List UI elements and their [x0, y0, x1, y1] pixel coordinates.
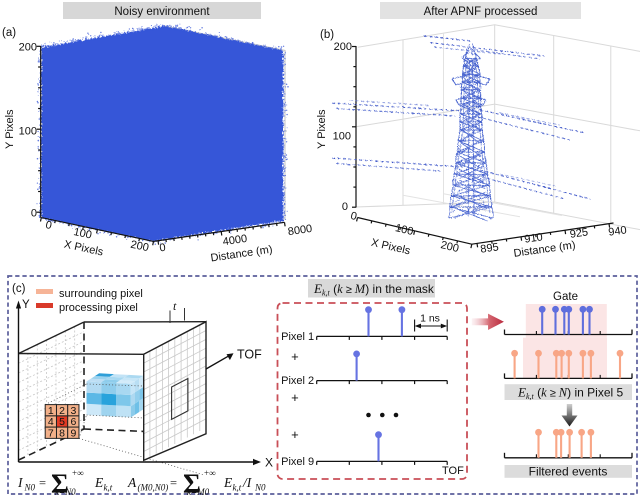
svg-text:Σ: Σ — [183, 469, 201, 497]
svg-text:k=M0: k=M0 — [187, 487, 210, 497]
svg-text:Σ: Σ — [51, 469, 69, 497]
svg-text:3: 3 — [70, 405, 76, 417]
svg-text:100: 100 — [333, 131, 351, 143]
svg-text:0: 0 — [31, 207, 37, 219]
svg-text:t: t — [173, 299, 177, 313]
svg-text:E: E — [94, 475, 104, 490]
svg-text:895: 895 — [480, 241, 500, 255]
svg-text:=: = — [170, 476, 177, 490]
svg-text:8000: 8000 — [287, 223, 313, 238]
svg-text:+: + — [291, 427, 299, 442]
svg-text:Pixel 9: Pixel 9 — [281, 456, 314, 468]
svg-text:0: 0 — [44, 219, 52, 232]
svg-text:(M0,N0): (M0,N0) — [138, 483, 169, 493]
svg-text:910: 910 — [524, 231, 544, 245]
svg-text:5: 5 — [59, 416, 65, 428]
svg-text:Pixel 1: Pixel 1 — [281, 331, 314, 343]
svg-text:2: 2 — [59, 405, 65, 417]
svg-text:N0: N0 — [254, 483, 266, 493]
svg-text:8: 8 — [59, 427, 65, 439]
svg-text:4: 4 — [48, 416, 54, 428]
svg-text:E: E — [223, 475, 233, 490]
svg-text:I: I — [17, 475, 24, 490]
svg-text:940: 940 — [608, 224, 628, 238]
svg-text:7: 7 — [48, 427, 54, 439]
svg-text:Ek,t (k ≥ M) in the mask: Ek,t (k ≥ M) in the mask — [313, 281, 435, 298]
svg-text:Ek,t (k ≥ N) in Pixel 5: Ek,t (k ≥ N) in Pixel 5 — [517, 385, 623, 402]
svg-text:Y: Y — [22, 299, 30, 311]
svg-text:0: 0 — [159, 242, 167, 255]
svg-text:TOF: TOF — [442, 465, 464, 477]
svg-text:+: + — [291, 390, 299, 405]
svg-text:100: 100 — [394, 222, 415, 238]
svg-text:200: 200 — [19, 41, 37, 53]
svg-text:0: 0 — [342, 201, 348, 213]
svg-text:=: = — [39, 476, 46, 490]
svg-text:/I: /I — [242, 475, 253, 490]
svg-text:k,t: k,t — [233, 483, 242, 493]
svg-text:200: 200 — [439, 239, 460, 255]
svg-text:100: 100 — [19, 126, 37, 138]
svg-text:Gate: Gate — [553, 291, 578, 303]
svg-text:Pixel 2: Pixel 2 — [281, 375, 314, 387]
svg-text:925: 925 — [569, 226, 589, 240]
svg-text:6: 6 — [70, 416, 76, 428]
svg-text:+∞: +∞ — [204, 468, 216, 478]
svg-text:Filtered events: Filtered events — [529, 465, 608, 479]
svg-text:X: X — [265, 456, 273, 470]
svg-text:9: 9 — [70, 427, 76, 439]
svg-text:TOF: TOF — [237, 348, 262, 362]
svg-text:+: + — [291, 349, 299, 364]
svg-text:1: 1 — [48, 405, 54, 417]
svg-text:(a): (a) — [2, 27, 16, 39]
svg-text:surrounding pixel: surrounding pixel — [59, 288, 143, 300]
svg-text:4000: 4000 — [222, 233, 248, 248]
svg-text:0: 0 — [349, 210, 358, 223]
svg-text:100: 100 — [72, 226, 92, 242]
svg-text:Y Pixels: Y Pixels — [4, 109, 16, 149]
svg-text:(c): (c) — [12, 283, 26, 295]
svg-text:Noisy environment: Noisy environment — [114, 6, 210, 18]
svg-text:k=N0: k=N0 — [55, 487, 76, 497]
svg-text:k,t: k,t — [104, 483, 113, 493]
svg-text:processing pixel: processing pixel — [59, 302, 138, 314]
svg-text:(b): (b) — [320, 29, 334, 41]
svg-text:A: A — [127, 475, 137, 490]
svg-text:1 ns: 1 ns — [420, 313, 440, 325]
svg-text:Y Pixels: Y Pixels — [316, 109, 328, 149]
svg-text:200: 200 — [334, 41, 352, 53]
svg-text:N0: N0 — [24, 483, 36, 493]
svg-text:+∞: +∞ — [72, 468, 84, 478]
svg-text:200: 200 — [129, 239, 149, 255]
svg-text:After APNF processed: After APNF processed — [424, 6, 538, 18]
